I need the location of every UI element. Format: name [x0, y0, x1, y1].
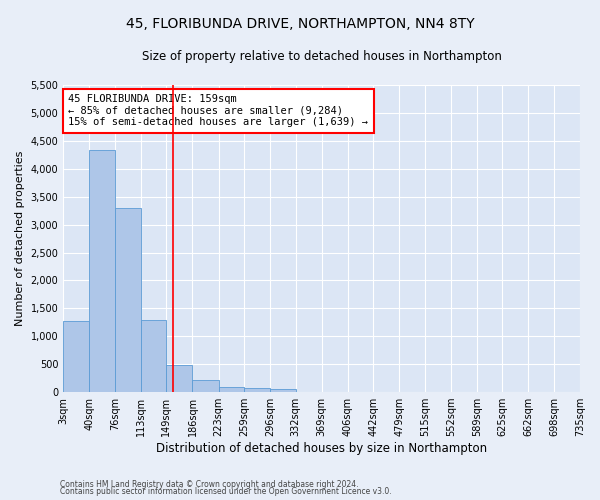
X-axis label: Distribution of detached houses by size in Northampton: Distribution of detached houses by size … — [156, 442, 487, 455]
Bar — [218, 387, 244, 392]
Text: 45, FLORIBUNDA DRIVE, NORTHAMPTON, NN4 8TY: 45, FLORIBUNDA DRIVE, NORTHAMPTON, NN4 8… — [125, 18, 475, 32]
Text: 45 FLORIBUNDA DRIVE: 159sqm
← 85% of detached houses are smaller (9,284)
15% of : 45 FLORIBUNDA DRIVE: 159sqm ← 85% of det… — [68, 94, 368, 128]
Bar — [166, 364, 193, 392]
Bar — [141, 320, 166, 392]
Bar — [89, 150, 115, 392]
Bar — [115, 208, 141, 392]
Y-axis label: Number of detached properties: Number of detached properties — [15, 151, 25, 326]
Bar — [63, 321, 89, 392]
Bar — [270, 388, 296, 392]
Text: Contains public sector information licensed under the Open Government Licence v3: Contains public sector information licen… — [60, 488, 392, 496]
Text: Contains HM Land Registry data © Crown copyright and database right 2024.: Contains HM Land Registry data © Crown c… — [60, 480, 359, 489]
Bar — [193, 380, 218, 392]
Title: Size of property relative to detached houses in Northampton: Size of property relative to detached ho… — [142, 50, 502, 63]
Bar — [244, 388, 270, 392]
